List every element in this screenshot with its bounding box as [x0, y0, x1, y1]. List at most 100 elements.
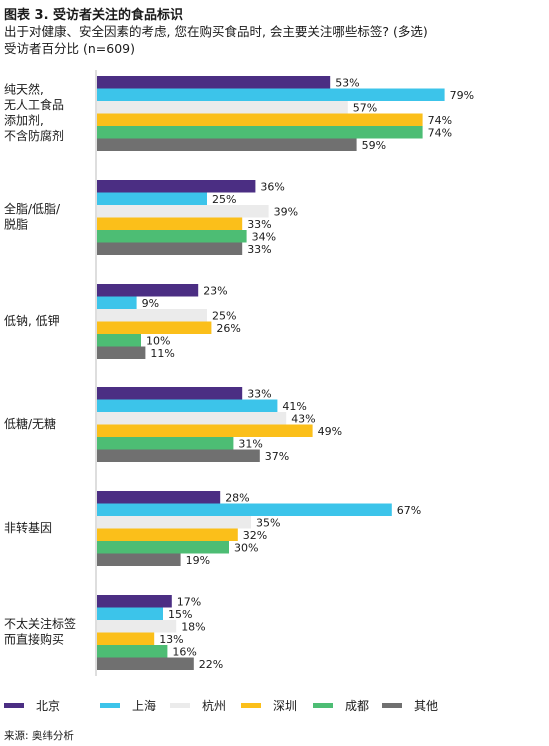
bar-value-label: 39%: [274, 206, 298, 219]
bar-上海: [97, 607, 163, 620]
bar-北京: [97, 284, 199, 297]
legend-swatch: [100, 703, 120, 708]
legend-item: 深圳: [241, 697, 313, 714]
bar-value-label: 32%: [243, 529, 267, 542]
bar-value-label: 15%: [168, 608, 192, 621]
category-label: 低糖/无糖: [4, 416, 56, 431]
bar-value-label: 17%: [177, 596, 201, 609]
bar-value-label: 41%: [282, 400, 306, 413]
subtitle-question: 出于对健康、安全因素的考虑, 您在购买食品时, 会主要关注哪些标签? (多选): [4, 24, 428, 39]
legend-swatch: [241, 703, 261, 708]
bar-其他: [97, 242, 243, 255]
bar-value-label: 25%: [212, 310, 236, 323]
legend-label: 北京: [36, 699, 61, 713]
bar-value-label: 33%: [247, 243, 271, 256]
bar-value-label: 28%: [225, 492, 249, 505]
legend-label: 成都: [345, 699, 370, 713]
bar-value-label: 11%: [150, 347, 174, 360]
bar-其他: [97, 449, 260, 462]
bar-杭州: [97, 412, 287, 425]
bar-value-label: 16%: [172, 646, 196, 659]
bar-value-label: 19%: [186, 554, 210, 567]
category-label: 不含防腐剂: [4, 128, 64, 143]
bar-value-label: 57%: [353, 102, 377, 115]
legend-swatch: [382, 703, 402, 708]
bar-value-label: 33%: [247, 388, 271, 401]
legend-item: 上海: [100, 697, 170, 714]
category-label: 纯天然,: [4, 82, 44, 97]
chart-title: 图表 3. 受访者关注的食品标识: [4, 8, 184, 23]
bar-value-label: 37%: [265, 450, 289, 463]
bar-value-label: 23%: [203, 285, 227, 298]
bar-北京: [97, 387, 243, 400]
bar-成都: [97, 126, 423, 139]
legend-swatch: [313, 703, 333, 708]
category-label: 而直接购买: [4, 632, 64, 647]
bar-value-label: 43%: [291, 413, 315, 426]
chart-subtitle: 出于对健康、安全因素的考虑, 您在购买食品时, 会主要关注哪些标签? (多选) …: [4, 23, 428, 57]
legend-swatch: [170, 703, 190, 708]
legend-item: 其他: [382, 697, 442, 714]
bar-成都: [97, 541, 229, 554]
bar-value-label: 30%: [234, 542, 258, 555]
category-label: 不太关注标签: [4, 616, 76, 631]
bar-其他: [97, 138, 357, 151]
bar-value-label: 13%: [159, 633, 183, 646]
bar-value-label: 67%: [397, 504, 421, 517]
bar-其他: [97, 346, 146, 359]
category-label: 脱脂: [4, 217, 28, 232]
bar-上海: [97, 503, 392, 516]
bar-value-label: 74%: [428, 127, 452, 140]
bar-其他: [97, 657, 194, 670]
bar-上海: [97, 192, 207, 205]
bar-深圳: [97, 217, 243, 230]
bar-北京: [97, 180, 256, 193]
bar-value-label: 34%: [252, 231, 276, 244]
bar-深圳: [97, 113, 423, 126]
bar-value-label: 74%: [428, 114, 452, 127]
bar-value-label: 18%: [181, 621, 205, 634]
legend-item: 杭州: [170, 697, 241, 714]
bar-value-label: 26%: [216, 322, 240, 335]
bar-value-label: 49%: [318, 425, 342, 438]
legend-item: 成都: [313, 697, 382, 714]
category-label: 非转基因: [4, 520, 52, 535]
legend-item: 北京: [4, 697, 100, 714]
bar-上海: [97, 296, 137, 309]
bar-成都: [97, 334, 141, 347]
bar-上海: [97, 88, 445, 101]
legend-swatch: [4, 703, 24, 708]
bar-value-label: 36%: [260, 181, 284, 194]
bar-成都: [97, 437, 234, 450]
legend-label: 其他: [414, 699, 439, 713]
category-label: 低钠, 低钾: [4, 313, 60, 328]
bar-杭州: [97, 309, 207, 322]
bar-value-label: 10%: [146, 335, 170, 348]
bar-杭州: [97, 620, 177, 633]
bar-北京: [97, 491, 221, 504]
category-label: 全脂/低脂/: [4, 201, 61, 216]
bar-value-label: 31%: [238, 438, 262, 451]
legend-label: 杭州: [202, 699, 227, 713]
bar-深圳: [97, 528, 238, 541]
legend-label: 上海: [132, 699, 157, 713]
bar-value-label: 79%: [450, 89, 474, 102]
bar-杭州: [97, 516, 251, 529]
bar-成都: [97, 230, 247, 243]
bar-深圳: [97, 321, 212, 334]
bar-value-label: 22%: [199, 658, 223, 671]
bar-深圳: [97, 424, 313, 437]
bar-杭州: [97, 205, 269, 218]
bar-value-label: 25%: [212, 193, 236, 206]
bar-北京: [97, 76, 331, 89]
bar-value-label: 9%: [142, 297, 159, 310]
bar-value-label: 53%: [335, 77, 359, 90]
bar-value-label: 35%: [256, 517, 280, 530]
chart-legend: 北京 上海 杭州 深圳 成都 其他: [4, 697, 442, 714]
legend-label: 深圳: [273, 699, 298, 713]
source-note: 来源: 奥纬分析: [4, 730, 74, 742]
bar-深圳: [97, 632, 155, 645]
bar-北京: [97, 595, 172, 608]
subtitle-sample: 受访者百分比 (n=609): [4, 41, 135, 56]
